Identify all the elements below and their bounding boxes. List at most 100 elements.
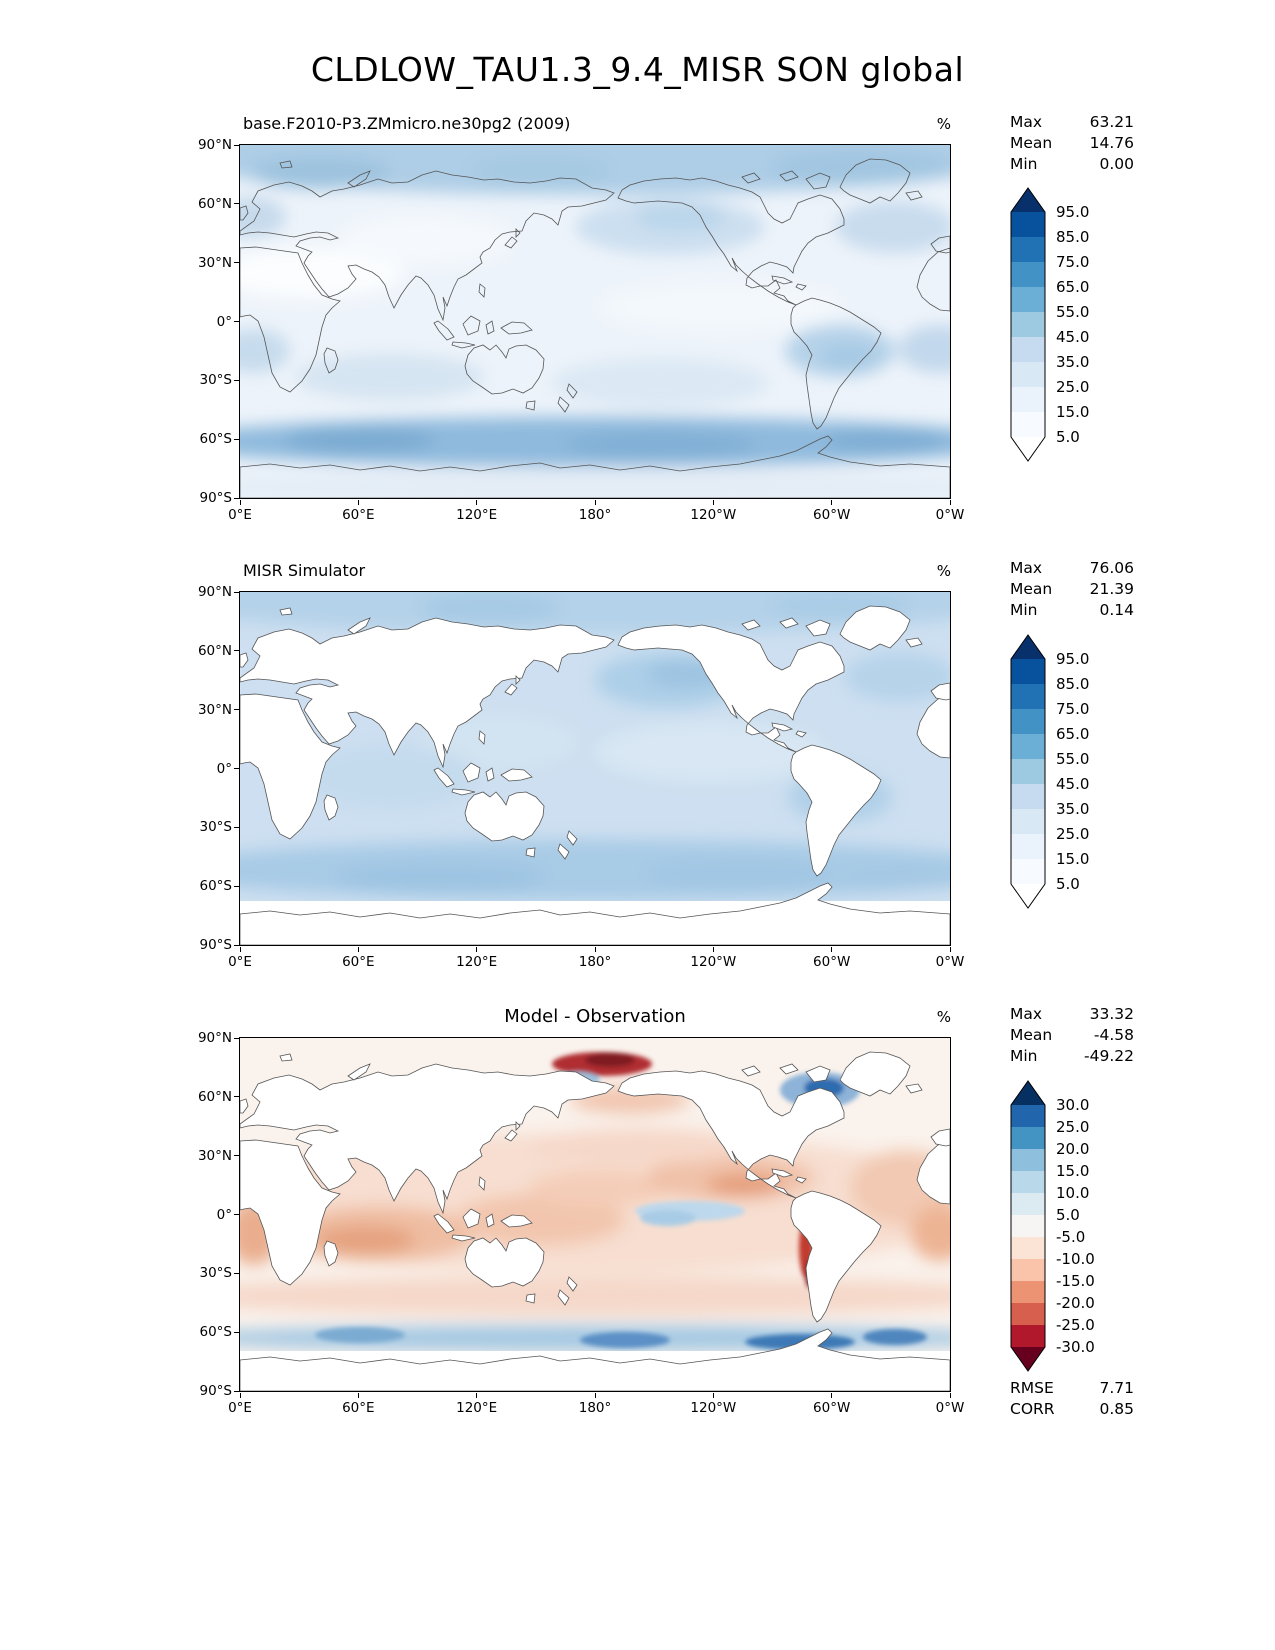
y-tick-label: 90°N [197,137,232,153]
colorbar-tick-label: 65.0 [1056,725,1090,743]
stat-label: Mean [1010,1026,1053,1044]
panel-obs-unit-label: % [936,562,951,580]
y-tick-mark [234,768,239,769]
x-tick-mark [476,500,478,505]
stat-value: -49.22 [1084,1047,1134,1065]
stat-value: 14.76 [1089,134,1134,152]
colorbar-tick-label: 75.0 [1056,700,1090,718]
y-tick-mark [234,1214,239,1215]
y-tick-label: 90°S [199,937,233,953]
y-tick-mark [234,591,239,593]
y-tick-mark [234,262,239,264]
colorbar-tick-label: -25.0 [1056,1316,1095,1334]
y-tick-label: 90°N [197,1030,232,1046]
y-tick-label: 30°N [197,1147,232,1164]
colorbar [1010,187,1046,462]
y-tick-mark [234,944,239,946]
x-tick-label: 60°W [813,507,851,523]
x-tick-label: 0°W [935,1400,965,1416]
y-tick-mark [234,650,239,652]
colorbar-tick-label: 15.0 [1056,850,1090,868]
stat-value: 76.06 [1089,559,1134,577]
colorbar-tick-label: 5.0 [1056,875,1080,893]
colorbar-tick-label: 95.0 [1056,203,1090,221]
y-tick-label: 90°S [199,490,233,506]
y-tick-label: 90°N [197,584,232,600]
y-tick-mark [234,1390,239,1392]
y-tick-label: 60°N [197,1088,232,1105]
x-tick-label: 120°E [456,507,498,523]
stat-label: Mean [1010,580,1053,598]
panel-diff-title: Model - Observation [504,1006,686,1027]
x-tick-label: 0°W [935,507,965,523]
x-tick-label: 60°W [813,954,851,970]
panel-obs-title: MISR Simulator [243,561,366,580]
x-tick-label: 120°W [690,507,737,523]
stat-label: Min [1010,1047,1038,1065]
x-tick-label: 120°E [456,954,498,970]
y-tick-label: 0° [216,313,232,330]
colorbar-tick-label: -10.0 [1056,1250,1095,1268]
y-tick-label: 30°N [197,254,232,271]
colorbar-tick-label: 85.0 [1056,228,1090,246]
colorbar-tick-label: 25.0 [1056,1118,1090,1136]
panel-diff-unit-label: % [936,1008,951,1026]
panel-stats: Max 63.21 Mean 14.76 Min 0.00 [1010,112,1134,175]
y-tick-mark [234,203,239,205]
y-tick-label: 60°S [199,1324,233,1341]
obs-map-canvas [240,592,950,945]
x-tick-label: 180° [578,1400,612,1416]
x-tick-mark [831,1393,833,1398]
stat-label: Max [1010,559,1043,577]
x-tick-label: 180° [578,507,612,523]
colorbar-tick-label: 75.0 [1056,253,1090,271]
stat-label: Min [1010,601,1038,619]
x-tick-mark [831,500,833,505]
stat-label: Max [1010,113,1043,131]
stat-value: 33.32 [1089,1005,1134,1023]
colorbar-tick-label: 25.0 [1056,825,1090,843]
y-tick-label: 60°S [199,431,233,448]
stat-label: Mean [1010,134,1053,152]
x-tick-mark [712,500,714,505]
panel-stats: Max 33.32 Mean -4.58 Min -49.22 [1010,1004,1134,1067]
y-tick-mark [234,438,239,440]
x-tick-mark [239,947,241,952]
x-tick-mark [712,1393,714,1398]
y-tick-label: 90°S [199,1383,233,1399]
colorbar-tick-label: 85.0 [1056,675,1090,693]
colorbar-tick-label: 55.0 [1056,303,1090,321]
x-tick-label: 0°E [228,954,252,970]
stat-value: 0.85 [1099,1400,1134,1418]
y-tick-mark [234,826,239,828]
y-tick-label: 60°S [199,878,233,895]
panel-obs-map [239,591,951,946]
x-tick-mark [949,500,951,505]
colorbar-tick-label: 30.0 [1056,1096,1090,1114]
y-tick-label: 0° [216,1206,232,1223]
stat-value: 7.71 [1099,1379,1134,1397]
x-tick-mark [949,1393,951,1398]
y-tick-mark [234,1096,239,1098]
x-tick-label: 0°E [228,1400,252,1416]
figure-title: CLDLOW_TAU1.3_9.4_MISR SON global [310,50,965,89]
x-tick-label: 120°W [690,1400,737,1416]
stat-value: 63.21 [1089,113,1134,131]
y-tick-mark [234,1272,239,1274]
y-tick-mark [234,497,239,499]
x-tick-mark [357,1393,359,1398]
y-tick-mark [234,144,239,146]
panel-stats: Max 76.06 Mean 21.39 Min 0.14 [1010,558,1134,621]
colorbar-tick-label: 15.0 [1056,1162,1090,1180]
y-tick-label: 60°N [197,642,232,659]
x-tick-mark [239,500,241,505]
x-tick-mark [476,1393,478,1398]
x-tick-label: 120°W [690,954,737,970]
colorbar-tick-label: 10.0 [1056,1184,1090,1202]
x-tick-mark [594,1393,596,1398]
colorbar-tick-label: 5.0 [1056,1206,1080,1224]
x-tick-label: 0°E [228,507,252,523]
colorbar-tick-label: -15.0 [1056,1272,1095,1290]
y-tick-mark [234,379,239,381]
x-tick-mark [831,947,833,952]
